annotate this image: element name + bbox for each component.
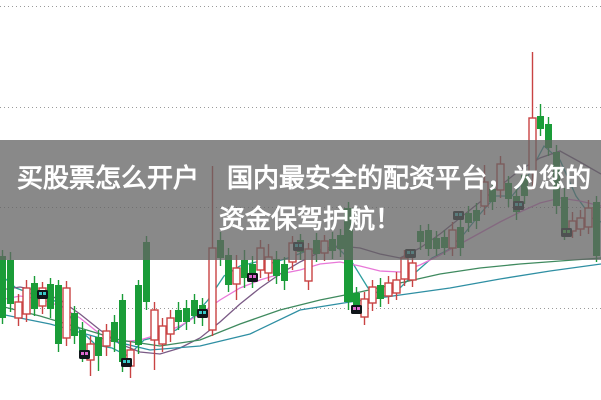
promo-title-right-line2: 资金保驾护航！ bbox=[219, 204, 402, 234]
promo-title-left: 买股票怎么开户 bbox=[17, 163, 200, 193]
promo-title-right-line1: 国内最安全的配资平台，为您的 bbox=[227, 163, 592, 193]
